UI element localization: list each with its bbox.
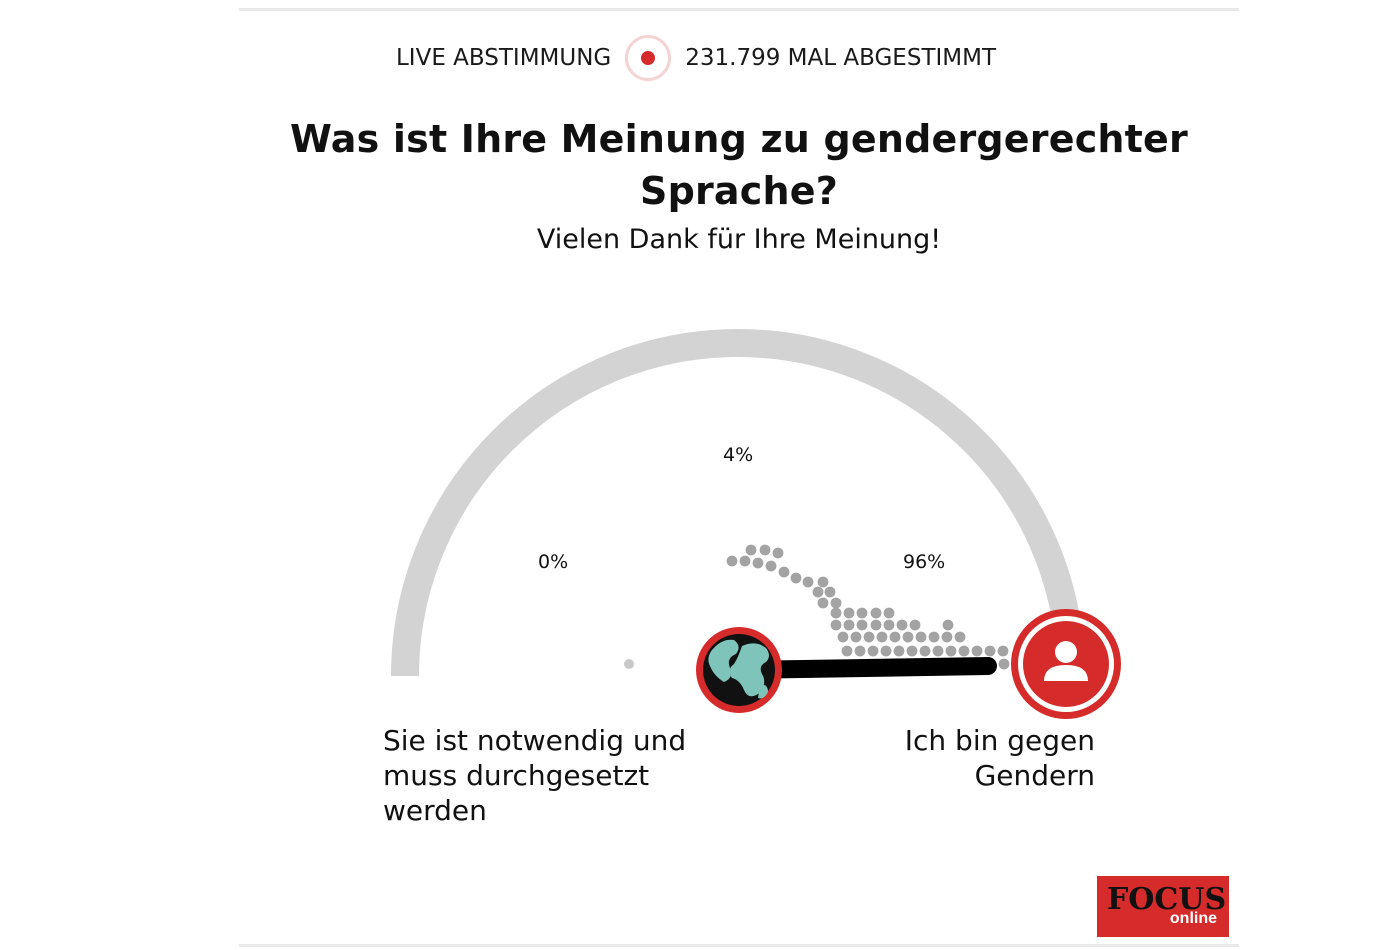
vote-dot — [843, 619, 855, 631]
vote-dot — [856, 619, 868, 631]
live-vote-bar: LIVE ABSTIMMUNG 231.799 MAL ABGESTIMMT — [0, 35, 1392, 81]
vote-dot — [824, 586, 836, 598]
vote-dot — [856, 607, 868, 619]
vote-dot — [971, 645, 983, 657]
thank-you-message: Vielen Dank für Ihre Meinung! — [536, 224, 942, 255]
vote-dot — [941, 631, 953, 643]
vote-dot — [765, 560, 777, 572]
vote-dot — [867, 645, 879, 657]
option-percent-middle: 4% — [723, 444, 754, 466]
vote-dots — [726, 544, 1010, 670]
vote-dot — [802, 576, 814, 588]
vote-dot — [830, 619, 842, 631]
vote-dot — [984, 645, 996, 657]
vote-dot — [817, 576, 829, 588]
vote-dot — [863, 631, 875, 643]
vote-dot — [883, 607, 895, 619]
logo-subtitle: online — [1169, 910, 1217, 927]
gauge-track — [391, 329, 1085, 677]
vote-count: 231.799 MAL ABGESTIMMT — [685, 45, 997, 71]
vote-dot — [932, 645, 944, 657]
vote-dot — [906, 645, 918, 657]
vote-dot — [739, 555, 751, 567]
vote-dot — [850, 631, 862, 643]
live-label: LIVE ABSTIMMUNG — [395, 45, 612, 71]
vote-dot — [830, 597, 842, 609]
vote-dot — [830, 607, 842, 619]
vote-dot — [889, 631, 901, 643]
vote-dot — [870, 607, 882, 619]
vote-dot — [883, 619, 895, 631]
option-percent-right: 96% — [903, 551, 946, 573]
logo-wordmark: FOCUS — [1107, 882, 1227, 917]
vote-dot — [759, 544, 771, 556]
vote-dot — [880, 645, 892, 657]
bottom-divider — [239, 944, 1239, 947]
top-divider — [239, 8, 1239, 11]
vote-dot — [772, 547, 784, 559]
vote-dot — [998, 658, 1010, 670]
option-label-right[interactable]: Ich bin gegen Gendern — [904, 724, 1095, 792]
user-icon — [1011, 609, 1121, 719]
vote-dot — [790, 572, 802, 584]
vote-dot — [958, 645, 970, 657]
vote-dot — [854, 645, 866, 657]
vote-dot — [843, 607, 855, 619]
vote-dot — [997, 645, 1009, 657]
vote-dot — [928, 631, 940, 643]
vote-dot — [915, 631, 927, 643]
vote-dot — [896, 619, 908, 631]
vote-dot — [837, 631, 849, 643]
vote-dot — [942, 619, 954, 631]
vote-dot — [909, 619, 921, 631]
focus-online-logo[interactable]: FOCUS online — [1097, 876, 1229, 937]
vote-dot — [945, 645, 957, 657]
vote-dot — [954, 631, 966, 643]
gauge-marker-dot — [624, 659, 634, 669]
vote-dot — [876, 631, 888, 643]
poll-question: Was ist Ihre Meinung zu gendergerechter … — [290, 117, 1188, 213]
globe-icon — [696, 627, 782, 713]
vote-dot — [841, 645, 853, 657]
vote-dot — [812, 586, 824, 598]
vote-dot — [902, 631, 914, 643]
vote-dot — [893, 645, 905, 657]
option-label-left[interactable]: Sie ist notwendig und muss durchgesetzt … — [383, 724, 687, 827]
vote-dot — [817, 597, 829, 609]
vote-dot — [919, 645, 931, 657]
vote-dot — [726, 555, 738, 567]
vote-dot — [778, 566, 790, 578]
vote-dot — [745, 544, 757, 556]
vote-dot — [752, 557, 764, 569]
option-percent-left: 0% — [538, 551, 569, 573]
record-dot-icon — [625, 35, 672, 81]
vote-dot — [870, 619, 882, 631]
